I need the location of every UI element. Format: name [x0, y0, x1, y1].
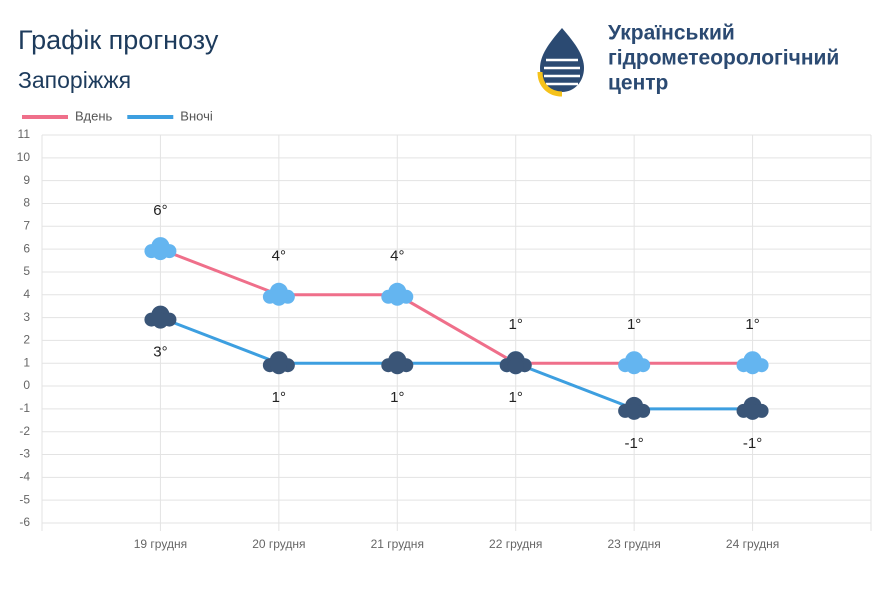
value-label: 1°: [272, 389, 286, 406]
value-label: 1°: [745, 316, 759, 333]
series-line: [159, 247, 753, 365]
value-label: 4°: [272, 248, 286, 265]
logo-text: гідрометеорологічний: [608, 47, 839, 70]
cloud-part: [389, 358, 406, 375]
x-tick-label: 19 грудня: [134, 537, 187, 551]
y-tick-label: -4: [19, 470, 30, 484]
x-tick-label: 23 грудня: [607, 537, 660, 551]
y-tick-label: -2: [19, 424, 30, 438]
value-label: 1°: [509, 316, 523, 333]
y-tick-label: 0: [23, 378, 30, 392]
cloud-part: [507, 358, 524, 375]
point-marker: [144, 237, 177, 261]
legend-label: Вдень: [75, 108, 113, 123]
y-tick-label: 4: [23, 287, 30, 301]
x-tick-label: 21 грудня: [371, 537, 424, 551]
y-tick-label: 3: [23, 310, 30, 324]
point-marker: [499, 351, 532, 375]
y-tick-label: 9: [23, 173, 30, 187]
value-label: 1°: [627, 316, 641, 333]
value-label: -1°: [743, 435, 762, 452]
value-label: 1°: [390, 389, 404, 406]
cloud-part: [270, 358, 287, 375]
y-tick-label: 6: [23, 241, 30, 255]
legend-label: Вночі: [180, 108, 213, 123]
y-tick-label: 2: [23, 333, 30, 347]
cloud-part: [744, 403, 761, 420]
point-marker: [618, 396, 651, 420]
cloud-part: [152, 312, 169, 329]
cloud-part: [152, 244, 169, 261]
value-label: 3°: [153, 344, 167, 361]
y-tick-label: -3: [19, 447, 30, 461]
value-label: -1°: [624, 435, 643, 452]
point-marker: [618, 351, 651, 375]
cloud-part: [389, 289, 406, 306]
series-line: [159, 316, 753, 411]
y-tick-label: 8: [23, 196, 30, 210]
point-marker: [144, 305, 177, 329]
point-marker: [736, 396, 769, 420]
cloud-part: [744, 358, 761, 375]
cloud-part: [270, 289, 287, 306]
y-tick-label: 11: [18, 127, 31, 141]
y-tick-label: -6: [19, 515, 30, 529]
logo-text: Український: [608, 22, 735, 45]
value-label: 6°: [153, 202, 167, 219]
cloud-part: [626, 358, 643, 375]
chart-title: Графік прогнозу: [18, 25, 219, 55]
chart-subtitle: Запоріжжя: [18, 67, 131, 93]
y-tick-label: 5: [23, 264, 30, 278]
y-tick-label: 7: [23, 218, 30, 232]
value-label: 4°: [390, 248, 404, 265]
y-tick-label: -5: [19, 492, 30, 506]
point-marker: [381, 282, 414, 306]
point-marker: [736, 351, 769, 375]
y-tick-label: -1: [19, 401, 30, 415]
x-tick-label: 20 грудня: [252, 537, 305, 551]
logo-icon: [537, 28, 584, 97]
point-marker: [381, 351, 414, 375]
y-tick-label: 10: [17, 150, 31, 164]
y-tick-label: 1: [23, 355, 30, 369]
cloud-part: [626, 403, 643, 420]
point-marker: [262, 282, 295, 306]
point-marker: [262, 351, 295, 375]
x-tick-label: 24 грудня: [726, 537, 779, 551]
x-tick-label: 22 грудня: [489, 537, 542, 551]
value-label: 1°: [509, 389, 523, 406]
logo-text: центр: [608, 72, 668, 95]
